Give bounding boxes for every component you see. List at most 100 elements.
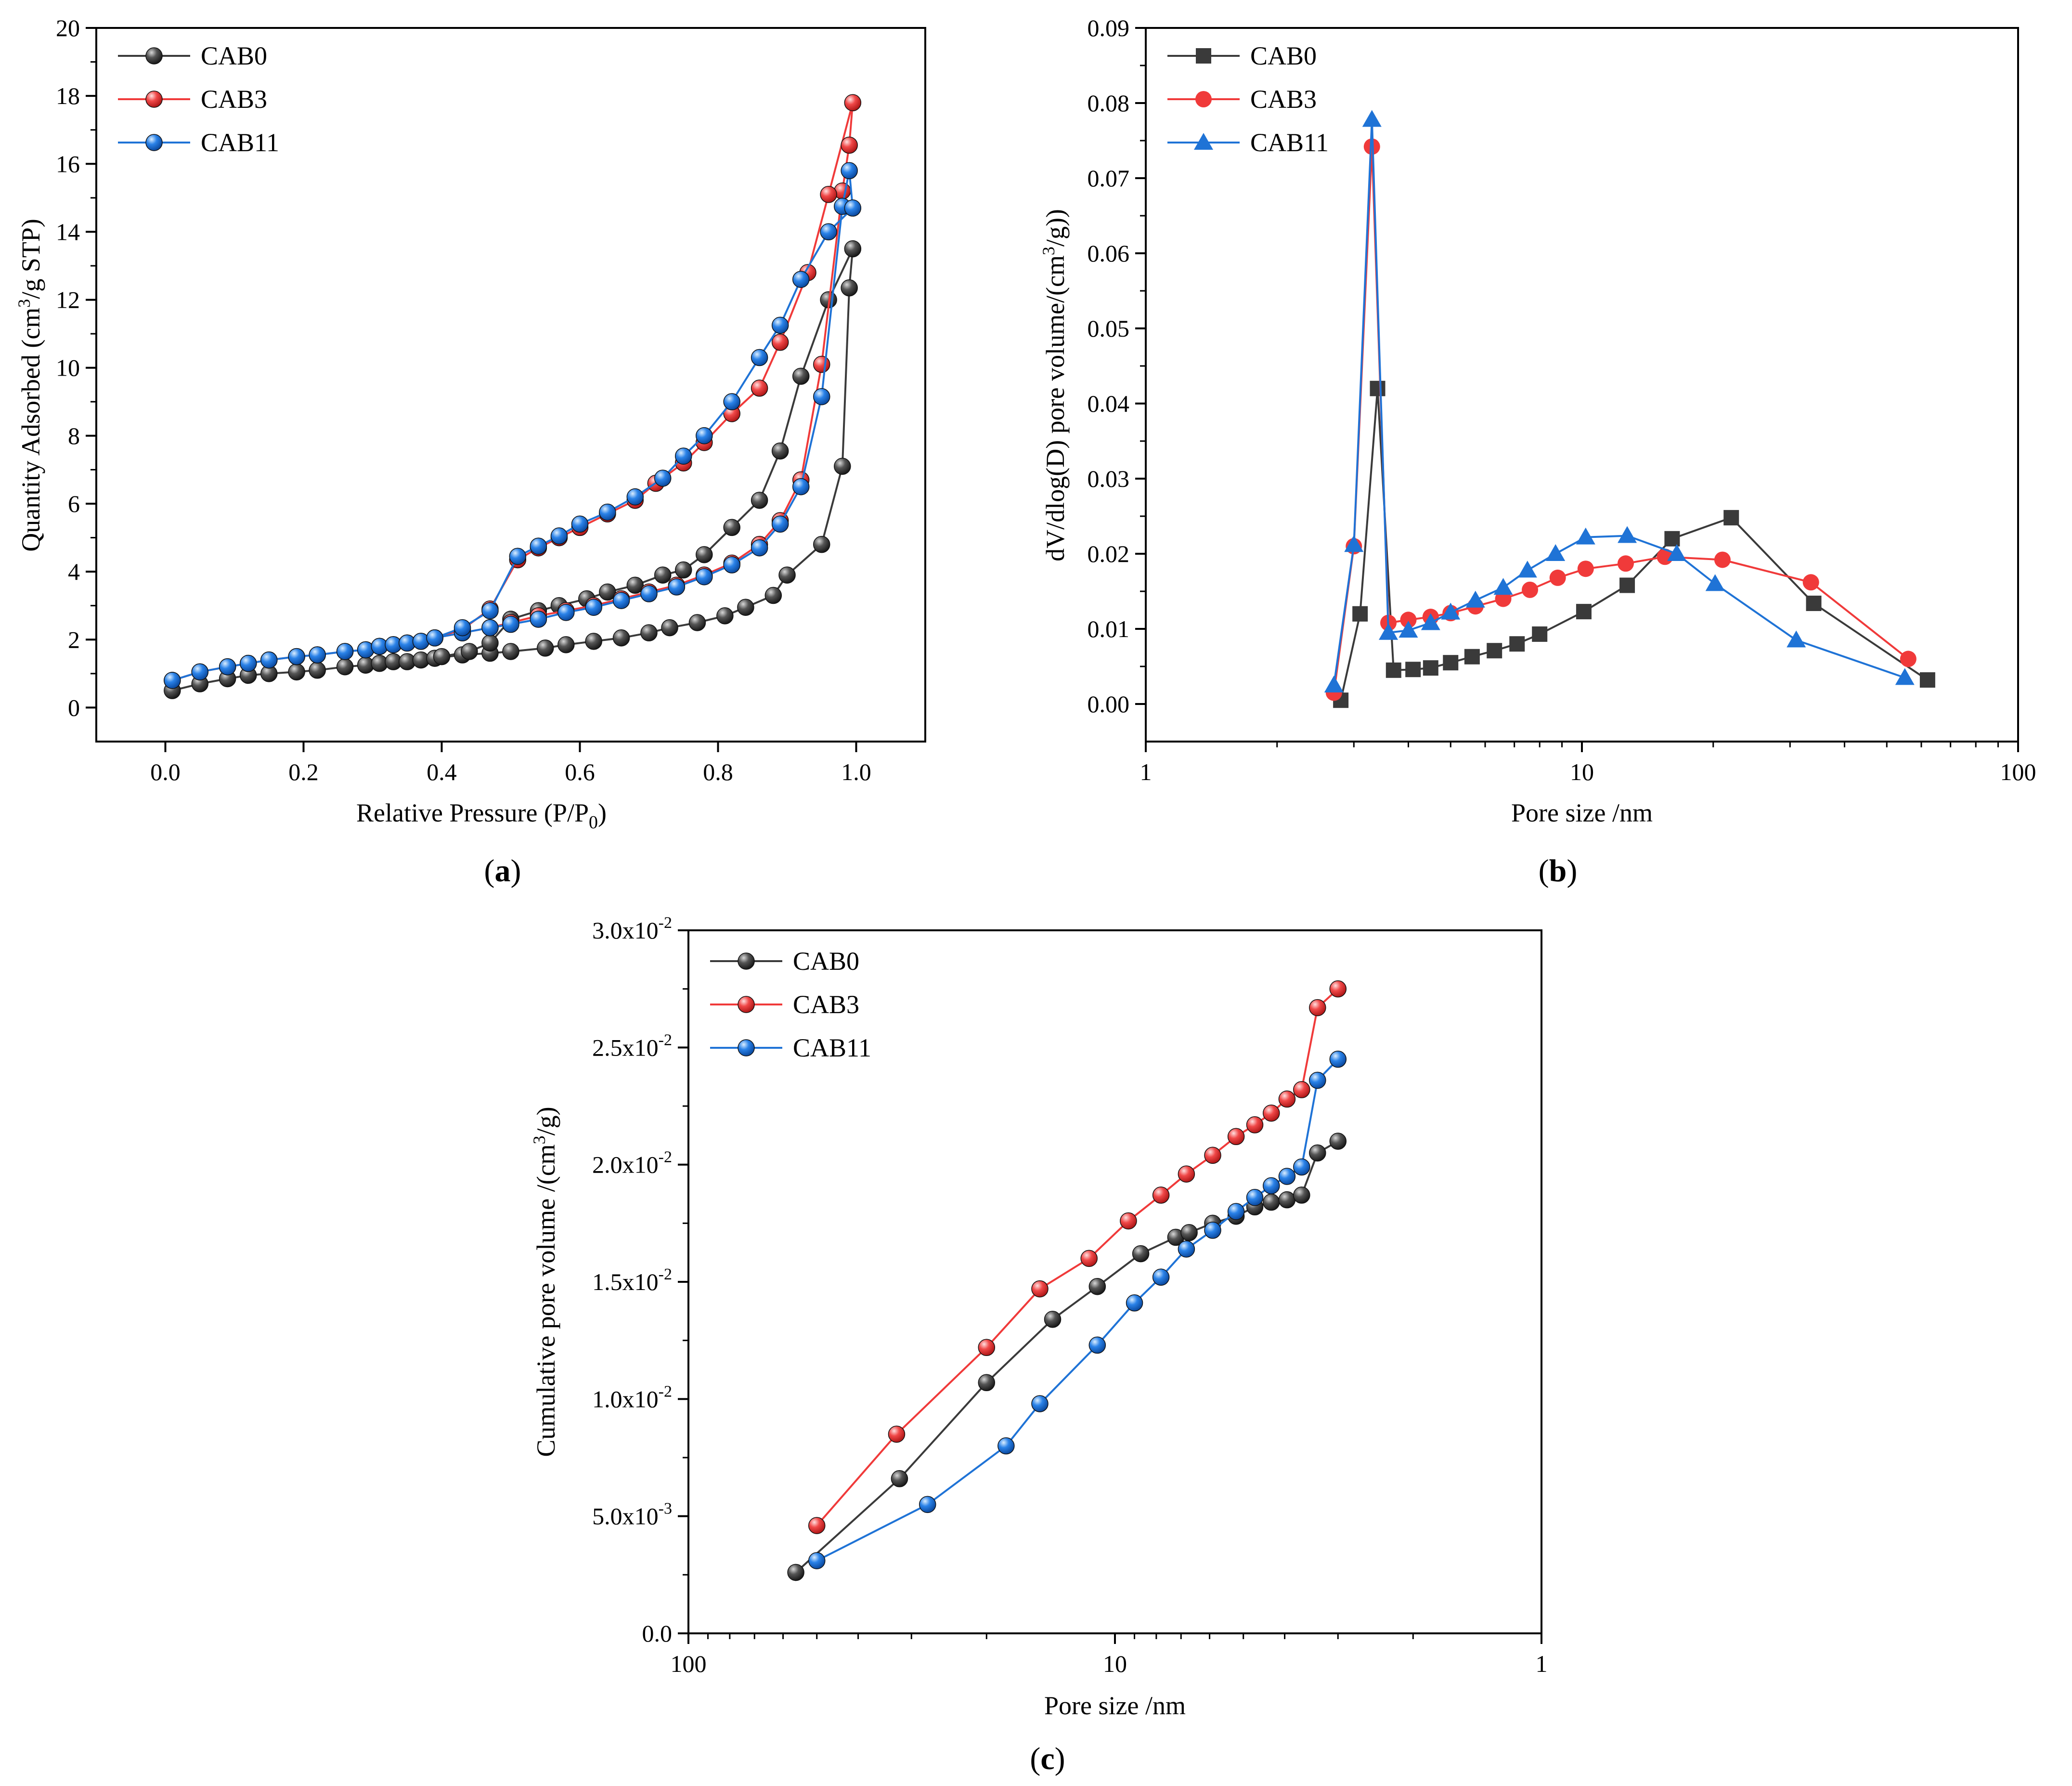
data-point-cab11 — [1576, 527, 1595, 545]
data-point-cab3 — [1227, 1128, 1245, 1146]
data-point-cab11 — [771, 515, 789, 533]
y-axis-label-a: Quantity Adsorbed (cm3/g STP) — [14, 219, 45, 551]
panel-c: 100 10 1 0.0 5.0x10-3 1.0x10-2 1.5x10-2 2.0x10-… — [530, 914, 1548, 1776]
x-tick-label: 10 — [1103, 1650, 1127, 1677]
data-point-cab0 — [737, 599, 754, 616]
legend-label-cab11: CAB11 — [201, 128, 279, 157]
y-tick-label: 12 — [56, 287, 80, 313]
x-tick-label: 100 — [671, 1650, 707, 1677]
y-tick-label: 0.08 — [1088, 90, 1130, 117]
data-point-cab11 — [1787, 630, 1806, 648]
y-tick-label: 0.03 — [1088, 465, 1130, 492]
x-tick-label: 0.4 — [427, 758, 457, 785]
legend-label-cab0: CAB0 — [201, 41, 267, 70]
panel-a: 0.0 0.2 0.4 0.6 0.8 1.0 0 2 4 6 8 10 12 14 16 18 20 CAB0… — [14, 14, 926, 888]
y-tick-label: 18 — [56, 82, 80, 109]
data-point-cab0 — [1919, 672, 1935, 688]
y-tick-label: 0.00 — [1088, 691, 1130, 717]
data-point-cab0 — [1293, 1186, 1310, 1204]
data-point-cab11 — [640, 585, 658, 602]
caption-c: (c) — [1030, 1741, 1065, 1776]
data-point-cab11 — [1546, 544, 1566, 561]
data-point-cab11 — [1421, 613, 1440, 630]
data-point-cab0 — [537, 639, 554, 657]
y-tick-label: 0.02 — [1088, 540, 1130, 567]
data-point-cab3 — [751, 379, 768, 397]
data-point-cab3 — [771, 334, 789, 351]
series-line-cab3 — [172, 102, 854, 681]
y-tick-label: 0.06 — [1088, 240, 1130, 267]
data-point-cab0 — [1576, 604, 1592, 620]
data-point-cab11 — [771, 316, 789, 334]
x-axis-label-c: Pore size /nm — [1044, 1691, 1186, 1720]
caption-b: (b) — [1539, 853, 1578, 888]
data-point-cab11 — [426, 629, 443, 647]
data-point-cab3 — [844, 94, 862, 112]
x-tick-label: 1 — [1140, 758, 1152, 785]
data-point-cab11 — [1309, 1071, 1326, 1089]
data-point-cab11 — [813, 388, 830, 405]
data-point-cab11 — [820, 223, 837, 241]
data-point-cab11 — [1399, 621, 1418, 638]
data-point-cab3 — [1900, 651, 1917, 667]
data-point-cab0 — [688, 614, 706, 631]
data-point-cab11 — [723, 556, 740, 574]
caption-a: (a) — [484, 853, 521, 888]
legend-label-cab3: CAB3 — [1250, 85, 1317, 114]
data-point-cab11 — [1152, 1268, 1170, 1286]
data-point-cab0 — [844, 240, 862, 258]
data-point-cab11 — [509, 548, 527, 565]
plot-series-c — [787, 980, 1347, 1581]
x-tick-label: 0.8 — [703, 758, 733, 785]
data-point-cab0 — [738, 952, 755, 970]
data-point-cab11 — [751, 349, 768, 366]
data-point-cab11 — [668, 578, 686, 596]
y-tick-label: 0.01 — [1088, 615, 1130, 642]
y-tick-label: 2.5x10-2 — [592, 1031, 672, 1061]
data-point-cab3 — [1293, 1081, 1310, 1098]
data-point-cab11 — [453, 619, 471, 637]
legend-label-cab0: CAB0 — [1250, 41, 1317, 70]
y-tick-label: 6 — [68, 490, 80, 517]
data-point-cab11 — [1246, 1189, 1264, 1206]
data-point-cab3 — [1329, 980, 1347, 998]
data-point-cab0 — [1532, 626, 1548, 642]
legend-label-cab11: CAB11 — [793, 1033, 871, 1062]
panel-b: 1 10 100 0.00 0.01 0.02 0.03 0.04 0.05 0.06 0.07 0.… — [1039, 14, 2036, 888]
data-point-cab0 — [433, 648, 451, 665]
data-point-cab0 — [1088, 1278, 1106, 1295]
data-point-cab0 — [1405, 662, 1421, 678]
data-point-cab11 — [1517, 561, 1537, 578]
data-point-cab0 — [771, 442, 789, 460]
data-point-cab3 — [1178, 1165, 1195, 1183]
y-tick-label: 10 — [56, 354, 80, 381]
x-tick-label: 0.2 — [288, 758, 319, 785]
data-point-cab11 — [1227, 1203, 1245, 1220]
plot-series-b — [1324, 110, 1935, 708]
data-point-cab11 — [1178, 1240, 1195, 1258]
data-point-cab11 — [1465, 590, 1485, 608]
y-tick-label: 16 — [56, 150, 80, 177]
data-point-cab0 — [1180, 1224, 1198, 1241]
data-point-cab11 — [792, 478, 810, 495]
data-point-cab0 — [1262, 1193, 1280, 1211]
data-point-cab11 — [751, 539, 768, 557]
x-tick-label: 0.0 — [150, 758, 181, 785]
data-point-cab11 — [550, 527, 568, 545]
data-point-cab3 — [1714, 551, 1731, 568]
data-point-cab0 — [1464, 649, 1480, 665]
data-point-cab0 — [1370, 380, 1386, 396]
x-tick-label: 0.6 — [565, 758, 595, 785]
data-point-cab11 — [1667, 544, 1687, 561]
data-point-cab3 — [1522, 581, 1539, 598]
data-point-cab0 — [1723, 510, 1739, 526]
data-point-cab3 — [1278, 1090, 1296, 1108]
data-point-cab11 — [1031, 1395, 1049, 1412]
data-point-cab11 — [1329, 1050, 1347, 1068]
y-tick-label: 5.0x10-3 — [592, 1500, 672, 1530]
data-point-cab11 — [1324, 676, 1344, 692]
data-point-cab11 — [808, 1552, 826, 1569]
data-point-cab11 — [696, 568, 713, 586]
data-point-cab11 — [557, 604, 575, 621]
series-line-cab0 — [1340, 387, 1929, 701]
